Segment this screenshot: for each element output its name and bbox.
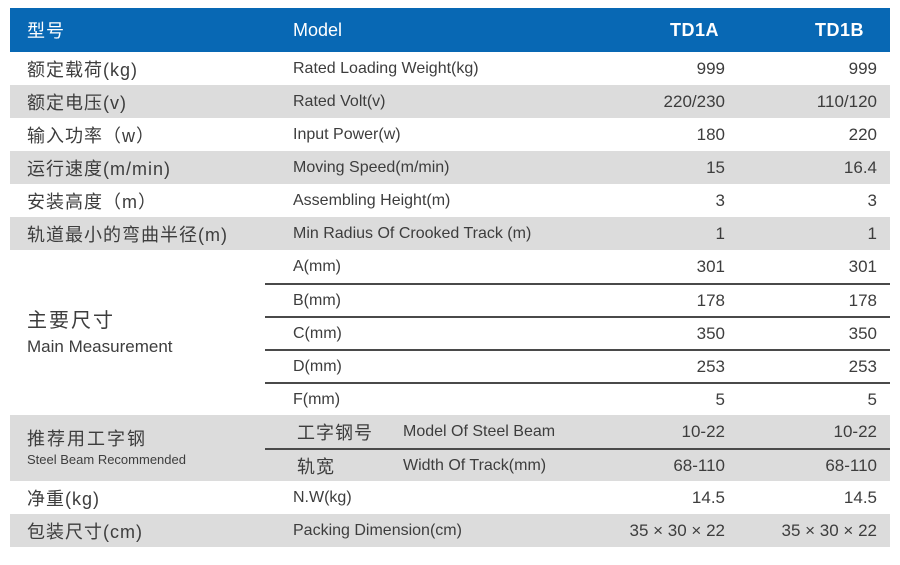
value-td1b: 301: [848, 256, 877, 276]
table-row-moving-speed: 运行速度(m/min) Moving Speed(m/min) 15 16.4: [10, 151, 890, 184]
value-td1b: 178: [848, 290, 877, 310]
spec-label-en: Moving Speed(m/min): [293, 158, 450, 176]
value-td1b: 16.4: [843, 157, 877, 177]
table-row-rated-load: 额定载荷(kg) Rated Loading Weight(kg) 999 99…: [10, 52, 890, 85]
spec-label-en: Packing Dimension(cm): [293, 521, 462, 539]
spec-label-cn: 运行速度(m/min): [27, 158, 171, 179]
dimension-label: A(mm): [293, 257, 341, 275]
value-td1b: 68-110: [825, 455, 877, 475]
value-td1a: 10-22: [681, 421, 725, 441]
steel-beam-section: 推荐用工字钢 Steel Beam Recommended 工字钢号 Model…: [10, 415, 890, 481]
measurement-rows: A(mm) 301 301 B(mm) 178 178 C(mm) 350 35…: [265, 250, 890, 415]
value-td1b: 14.5: [843, 487, 877, 507]
section-label-cn: 主要尺寸: [27, 309, 115, 332]
spec-label-cn: 包装尺寸(cm): [27, 521, 143, 542]
sub-label-cn: 工字钢号: [297, 422, 373, 443]
value-td1a: 178: [696, 290, 725, 310]
value-td1a: 15: [706, 157, 725, 177]
value-td1b: 220: [848, 124, 877, 144]
table-row-input-power: 输入功率（w） Input Power(w) 180 220: [10, 118, 890, 151]
header-label-en: Model: [293, 19, 343, 40]
value-td1b: 110/120: [816, 91, 877, 111]
spec-label-cn: 安装高度（m）: [27, 191, 157, 212]
value-td1b: 999: [848, 58, 877, 78]
measurement-row-d: D(mm) 253 253: [265, 349, 890, 382]
spec-label-cn: 轨道最小的弯曲半径(m): [27, 224, 228, 245]
measurement-row-b: B(mm) 178 178: [265, 283, 890, 316]
measurement-row-a: A(mm) 301 301: [265, 250, 890, 283]
spec-label-cn: 额定电压(v): [27, 92, 127, 113]
section-label-en: Main Measurement: [27, 336, 173, 356]
value-td1a: 1: [715, 223, 725, 243]
value-td1a: 220/230: [663, 91, 725, 111]
value-td1b: 3: [867, 190, 877, 210]
header-label-cn: 型号: [27, 21, 65, 41]
spec-label-en: N.W(kg): [293, 488, 352, 506]
section-label-steel-beam: 推荐用工字钢 Steel Beam Recommended: [10, 415, 265, 481]
sub-label-cn: 轨宽: [297, 456, 335, 477]
spec-label-en: Rated Volt(v): [293, 92, 386, 110]
value-td1a: 301: [696, 256, 725, 276]
value-td1b: 350: [848, 323, 877, 343]
section-label-en: Steel Beam Recommended: [27, 452, 186, 468]
table-header-row: 型号 Model TD1A TD1B: [10, 8, 890, 52]
value-td1a: 350: [696, 323, 725, 343]
value-td1a: 14.5: [691, 487, 725, 507]
dimension-label: C(mm): [293, 324, 342, 342]
spec-label-cn: 净重(kg): [27, 488, 100, 509]
sub-label-en: Width Of Track(mm): [403, 456, 547, 474]
table-row-rated-volt: 额定电压(v) Rated Volt(v) 220/230 110/120: [10, 85, 890, 118]
value-td1a: 35 × 30 × 22: [629, 520, 725, 540]
spec-table: 型号 Model TD1A TD1B 额定载荷(kg) Rated Loadin…: [10, 8, 890, 547]
dimension-label: B(mm): [293, 291, 341, 309]
section-label-cn: 推荐用工字钢: [27, 429, 147, 450]
value-td1b: 5: [867, 389, 877, 409]
value-td1b: 1: [867, 223, 877, 243]
table-row-packing-dimension: 包装尺寸(cm) Packing Dimension(cm) 35 × 30 ×…: [10, 514, 890, 547]
spec-label-en: Rated Loading Weight(kg): [293, 59, 479, 77]
value-td1a: 999: [696, 58, 725, 78]
spec-label-en: Min Radius Of Crooked Track (m): [293, 224, 532, 242]
measurement-row-f: F(mm) 5 5: [265, 382, 890, 415]
value-td1a: 5: [715, 389, 725, 409]
table-row-assembling-height: 安装高度（m） Assembling Height(m) 3 3: [10, 184, 890, 217]
value-td1b: 35 × 30 × 22: [781, 520, 877, 540]
measurement-row-c: C(mm) 350 350: [265, 316, 890, 349]
sub-label-en: Model Of Steel Beam: [403, 422, 556, 440]
steel-row-track-width: 轨宽 Width Of Track(mm) 68-110 68-110: [265, 448, 890, 481]
header-model-td1b: TD1B: [815, 19, 865, 40]
main-measurement-section: 主要尺寸 Main Measurement A(mm) 301 301 B(mm…: [10, 250, 890, 415]
value-td1b: 253: [848, 356, 877, 376]
spec-label-en: Input Power(w): [293, 125, 401, 143]
spec-label-cn: 输入功率（w）: [27, 125, 155, 146]
value-td1a: 3: [715, 190, 725, 210]
section-label-main-measurement: 主要尺寸 Main Measurement: [10, 250, 265, 415]
value-td1a: 253: [696, 356, 725, 376]
dimension-label: D(mm): [293, 357, 342, 375]
value-td1a: 180: [696, 124, 725, 144]
value-td1a: 68-110: [673, 455, 725, 475]
spec-label-cn: 额定载荷(kg): [27, 59, 138, 80]
header-model-td1a: TD1A: [670, 19, 720, 40]
table-row-net-weight: 净重(kg) N.W(kg) 14.5 14.5: [10, 481, 890, 514]
spec-label-en: Assembling Height(m): [293, 191, 451, 209]
dimension-label: F(mm): [293, 390, 341, 408]
table-row-min-radius: 轨道最小的弯曲半径(m) Min Radius Of Crooked Track…: [10, 217, 890, 250]
steel-row-beam-model: 工字钢号 Model Of Steel Beam 10-22 10-22: [265, 415, 890, 448]
steel-beam-rows: 工字钢号 Model Of Steel Beam 10-22 10-22 轨宽 …: [265, 415, 890, 481]
value-td1b: 10-22: [833, 421, 877, 441]
